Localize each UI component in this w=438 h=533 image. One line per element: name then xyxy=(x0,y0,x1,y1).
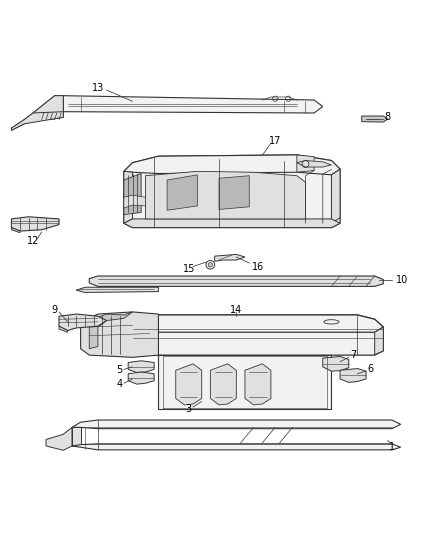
Polygon shape xyxy=(245,364,271,405)
Polygon shape xyxy=(76,287,159,293)
Polygon shape xyxy=(159,355,332,409)
Text: 4: 4 xyxy=(117,379,123,389)
Polygon shape xyxy=(219,176,249,209)
Polygon shape xyxy=(11,113,33,130)
Polygon shape xyxy=(11,228,20,233)
Polygon shape xyxy=(145,172,305,219)
Polygon shape xyxy=(72,444,401,450)
Polygon shape xyxy=(81,312,159,357)
Polygon shape xyxy=(297,160,332,167)
Text: 7: 7 xyxy=(350,350,356,360)
Text: 13: 13 xyxy=(92,83,104,93)
Text: 1: 1 xyxy=(389,442,395,453)
Polygon shape xyxy=(133,315,383,332)
Text: 8: 8 xyxy=(385,112,391,122)
Polygon shape xyxy=(323,357,349,371)
Polygon shape xyxy=(124,219,340,228)
Polygon shape xyxy=(89,276,383,286)
Polygon shape xyxy=(374,327,383,355)
Text: 3: 3 xyxy=(186,404,192,414)
Polygon shape xyxy=(176,364,202,405)
Polygon shape xyxy=(128,372,154,384)
Polygon shape xyxy=(72,427,81,446)
Text: 15: 15 xyxy=(183,264,195,273)
Polygon shape xyxy=(133,325,141,355)
Polygon shape xyxy=(332,169,340,223)
Polygon shape xyxy=(362,116,388,122)
Polygon shape xyxy=(124,172,133,223)
Polygon shape xyxy=(11,217,59,231)
Polygon shape xyxy=(128,361,154,373)
Polygon shape xyxy=(11,112,64,130)
Polygon shape xyxy=(72,420,401,429)
Polygon shape xyxy=(59,326,67,332)
Polygon shape xyxy=(46,427,72,450)
Text: 17: 17 xyxy=(269,136,281,146)
Polygon shape xyxy=(124,195,145,208)
Polygon shape xyxy=(210,364,236,405)
Polygon shape xyxy=(340,368,366,382)
Polygon shape xyxy=(33,96,323,113)
Polygon shape xyxy=(124,155,340,228)
Text: 6: 6 xyxy=(367,365,374,374)
Text: 9: 9 xyxy=(52,305,58,315)
Circle shape xyxy=(208,263,212,267)
Polygon shape xyxy=(59,314,106,330)
Polygon shape xyxy=(124,155,340,175)
Polygon shape xyxy=(124,174,141,215)
Text: 12: 12 xyxy=(27,237,39,246)
Text: 10: 10 xyxy=(396,276,409,285)
Polygon shape xyxy=(297,155,314,172)
Polygon shape xyxy=(33,96,64,119)
Polygon shape xyxy=(167,175,198,211)
Text: 16: 16 xyxy=(252,262,264,271)
Polygon shape xyxy=(133,315,383,355)
Text: 5: 5 xyxy=(117,365,123,375)
Text: 14: 14 xyxy=(230,305,242,315)
Polygon shape xyxy=(89,312,133,349)
Polygon shape xyxy=(215,254,245,261)
